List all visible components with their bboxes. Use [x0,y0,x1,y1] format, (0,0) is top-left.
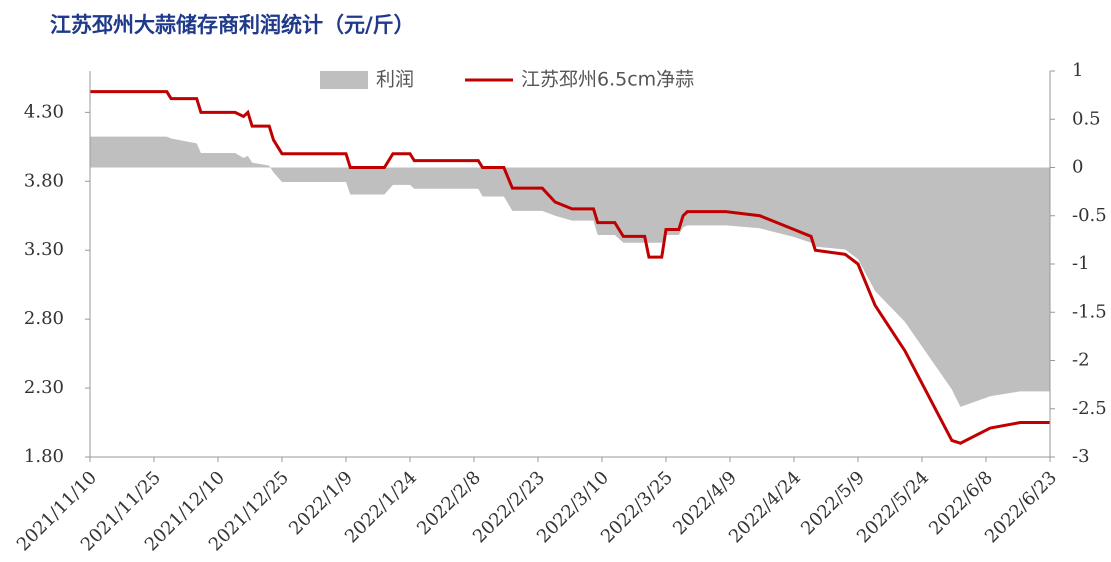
chart-title: 江苏邳州大蒜储存商利润统计（元/斤） [50,13,415,37]
legend-label: 江苏邳州6.5cm净蒜 [521,69,694,91]
y2-tick-label: -2 [1072,350,1090,371]
y2-tick-label: -2.5 [1072,398,1107,419]
y2-tick-label: 0.5 [1072,108,1101,129]
y2-tick-label: -3 [1072,446,1090,467]
price-line [90,90,1050,445]
y2-tick-label: -1.5 [1072,301,1107,322]
y-tick-label: 3.80 [24,170,64,191]
y2-tick-label: -1 [1072,253,1090,274]
legend-label: 利润 [376,69,414,91]
profit-area [90,136,1050,407]
y-tick-label: 4.30 [24,101,64,122]
y2-tick-label: -0.5 [1072,205,1107,226]
y-tick-label: 3.30 [24,239,64,260]
y-tick-label: 2.30 [24,377,64,398]
y2-tick-label: 1 [1072,60,1083,81]
y-tick-label: 1.80 [24,446,64,467]
y-tick-label: 2.80 [24,308,64,329]
legend-swatch [320,71,368,89]
y2-tick-label: 0 [1072,157,1083,178]
